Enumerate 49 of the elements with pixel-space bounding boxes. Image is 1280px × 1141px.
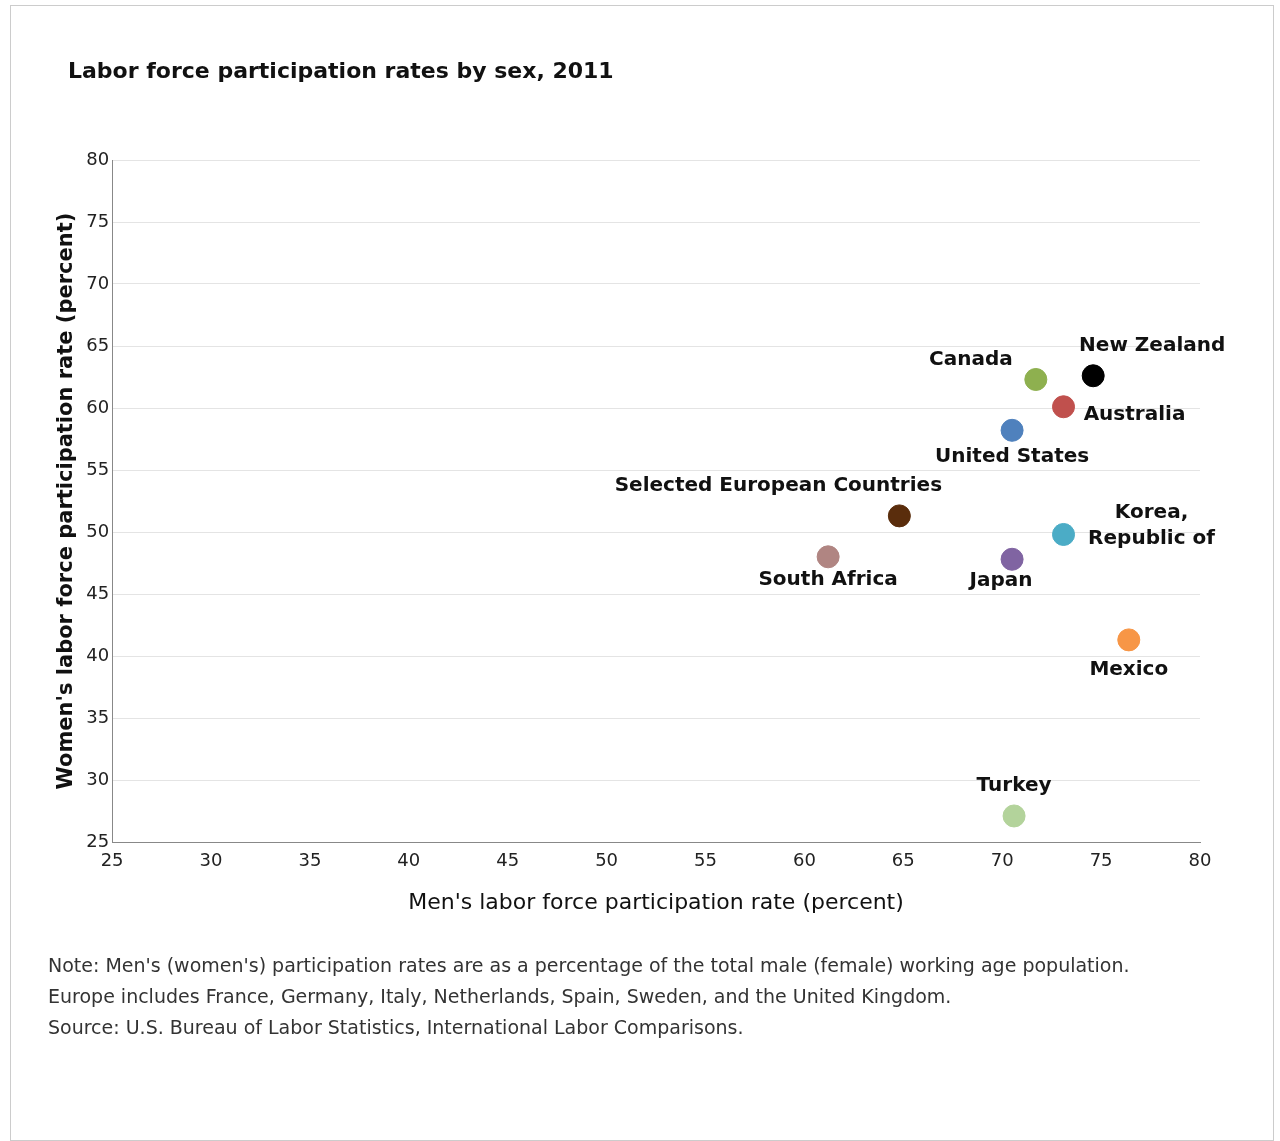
chart-title: Labor force participation rates by sex, 2011 xyxy=(68,58,614,83)
x-tick-label: 55 xyxy=(694,849,717,871)
y-axis-title: Women's labor force participation rate (percent) xyxy=(53,212,78,790)
x-tick-label: 70 xyxy=(990,849,1014,871)
point xyxy=(1052,395,1076,419)
point xyxy=(1024,367,1048,391)
x-tick-label: 40 xyxy=(397,849,421,871)
y-tick-label: 40 xyxy=(86,643,110,665)
y-tick-label: 60 xyxy=(86,395,110,417)
series-label: Selected European Countries xyxy=(614,472,943,497)
y-tick-label: 30 xyxy=(86,767,110,789)
source-note: Source: U.S. Bureau of Labor Statistics, International Labor Comparisons. xyxy=(48,1015,745,1040)
y-tick-label: 35 xyxy=(86,705,110,727)
series-label: New Zealand xyxy=(1079,331,1226,356)
point xyxy=(816,545,840,569)
series-label: Australia xyxy=(1083,400,1186,425)
series-label: South Africa xyxy=(758,566,898,590)
y-tick-label: 65 xyxy=(86,333,110,355)
x-tick-label: 35 xyxy=(298,849,322,871)
y-tick-label: 80 xyxy=(86,147,110,169)
y-tick-label: 55 xyxy=(86,457,110,479)
point xyxy=(1002,804,1026,828)
point xyxy=(1000,547,1024,571)
x-tick-label: 30 xyxy=(199,849,223,871)
x-tick-label: 45 xyxy=(496,849,520,871)
point xyxy=(1000,418,1024,442)
series-label: Turkey xyxy=(976,772,1052,797)
x-tick-label: 75 xyxy=(1089,849,1113,871)
y-tick-label: 45 xyxy=(86,581,110,603)
point xyxy=(1081,364,1105,388)
text: Note: Men's (women's) participation rates are as a percentage of the total male (female) working age population. Europe includes France, Germany, Italy, Netherlands, Spain, Sweden, and the United Kingdom. xyxy=(48,953,1131,1009)
series-label: United States xyxy=(934,442,1090,467)
x-tick-label: 25 xyxy=(100,849,124,871)
x-axis-title: Men's labor force participation rate (percent) xyxy=(408,888,904,914)
series-label: Mexico xyxy=(1089,656,1169,681)
series-label: Canada xyxy=(928,345,1013,370)
y-tick-label: 50 xyxy=(86,519,110,541)
y-tick-label: 70 xyxy=(86,271,110,293)
x-tick-label: 50 xyxy=(595,849,619,871)
point xyxy=(1117,628,1141,652)
series-label: Korea, Republic of xyxy=(1088,498,1216,549)
x-tick-label: 80 xyxy=(1188,849,1212,871)
point xyxy=(887,504,911,528)
y-tick-label: 75 xyxy=(86,209,110,231)
x-tick-label: 65 xyxy=(891,849,915,871)
y-tick-label: 25 xyxy=(86,829,110,851)
x-tick-label: 60 xyxy=(792,849,816,871)
series-label: Japan xyxy=(967,567,1033,592)
point xyxy=(1052,522,1076,546)
